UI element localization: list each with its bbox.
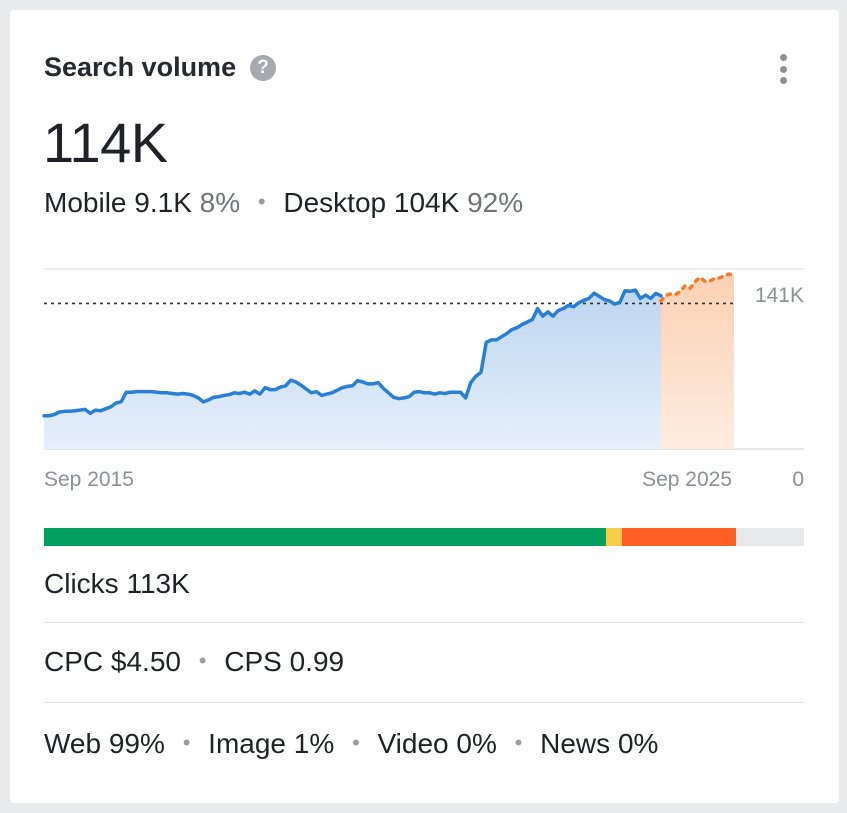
desktop-value: 104K [393,187,460,218]
sources-row: Web 99% • Image 1% • Video 0% • News 0% [44,728,658,760]
cps-value: 0.99 [289,646,345,677]
divider [44,702,804,703]
source-web-label: Web [44,728,102,759]
clicks-row: Clicks 113K [44,568,190,600]
device-split: Mobile 9.1K 8% • Desktop 104K 92% [44,187,523,219]
search-volume-card: Search volume ? 114K Mobile 9.1K 8% • De… [10,10,839,803]
mobile-label: Mobile [44,187,127,218]
separator-dot: • [257,189,266,214]
separator-dot: • [182,730,191,755]
distribution-segment [621,528,736,546]
mobile-value: 9.1K [134,187,192,218]
search-volume-value: 114K [43,111,168,174]
desktop-label: Desktop [283,187,387,218]
source-image-label: Image [208,728,286,759]
source-image-value: 1% [293,728,335,759]
history-line [42,288,663,418]
clicks-label: Clicks [44,568,119,599]
search-volume-chart: 141K Sep 2015 Sep 2025 0 [42,268,804,491]
separator-dot: • [198,648,207,673]
distribution-segment [735,528,804,546]
source-video-value: 0% [456,728,497,759]
y-max-label: 141K [755,284,804,307]
source-news-label: News [540,728,611,759]
source-web-value: 99% [108,728,165,759]
cpc-value: $4.50 [110,646,181,677]
cpc-row: CPC $4.50 • CPS 0.99 [44,646,344,678]
forecast-area [661,274,734,449]
divider [44,622,804,623]
card-title: Search volume [44,52,237,82]
cps-label: CPS [224,646,282,677]
clicks-value: 113K [126,568,190,599]
history-area [44,290,661,449]
card-header: Search volume ? [44,52,277,83]
more-vertical-icon[interactable] [772,52,794,86]
distribution-segment [606,528,622,546]
source-news-value: 0% [617,728,659,759]
distribution-segment [44,528,607,546]
clicks-distribution-bar [44,528,804,546]
question-circle-icon[interactable]: ? [250,54,277,81]
mobile-percent: 8% [199,187,241,218]
desktop-percent: 92% [467,187,524,218]
y-min-label: 0 [792,468,804,491]
x-end-label: Sep 2025 [642,468,732,491]
x-start-label: Sep 2015 [44,468,134,491]
source-video-label: Video [377,728,449,759]
separator-dot: • [352,730,360,755]
forecast-line [659,272,736,303]
separator-dot: • [514,730,523,755]
cpc-label: CPC [44,646,104,677]
